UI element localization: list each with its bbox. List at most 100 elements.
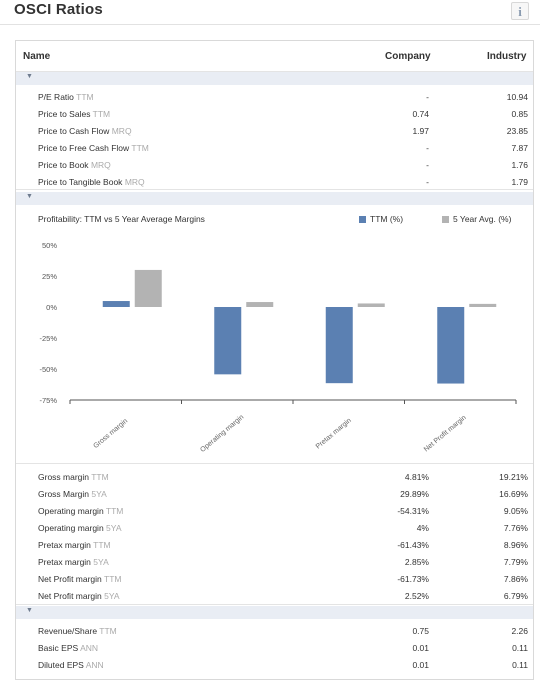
table-header: Name Company Industry <box>16 41 533 72</box>
row-name: Price to Book <box>38 160 89 170</box>
row-label: Price to Book MRQ <box>38 160 111 170</box>
title-divider <box>0 24 540 25</box>
industry-value: 1.79 <box>511 177 528 187</box>
y-tick-label: -50% <box>39 365 57 374</box>
row-name: Diluted EPS <box>38 660 84 670</box>
bar-5ya <box>246 302 274 307</box>
page-title: OSCI Ratios <box>14 1 103 18</box>
industry-value: 7.79% <box>503 557 528 567</box>
row-label: Price to Cash Flow MRQ <box>38 126 132 136</box>
industry-value: 7.86% <box>503 574 528 584</box>
section-toggle-per-share[interactable]: ▼ <box>16 606 533 619</box>
info-icon[interactable]: i <box>511 2 529 20</box>
row-label: Operating margin 5YA <box>38 523 121 533</box>
table-row: Price to Cash Flow MRQ 1.97 23.85 <box>38 123 528 140</box>
company-value: -61.73% <box>397 574 429 584</box>
industry-value: 16.69% <box>499 489 528 499</box>
x-tick-label: Net Profit margin <box>423 414 468 453</box>
table-row: P/E Ratio TTM - 10.94 <box>38 89 528 106</box>
row-qualifier: TTM <box>76 92 94 102</box>
industry-value: 19.21% <box>499 472 528 482</box>
company-value: - <box>426 177 429 187</box>
section-divider <box>16 604 533 605</box>
industry-value: 0.11 <box>512 660 528 670</box>
legend-label-ttm: TTM (%) <box>370 214 404 224</box>
row-name: Net Profit margin <box>38 591 102 601</box>
row-name: Operating margin <box>38 523 104 533</box>
row-name: P/E Ratio <box>38 92 74 102</box>
row-qualifier: TTM <box>99 626 117 636</box>
row-qualifier: MRQ <box>111 126 132 136</box>
industry-value: 23.85 <box>506 126 528 136</box>
section-divider <box>16 463 533 464</box>
row-label: P/E Ratio TTM <box>38 92 94 102</box>
column-header-name: Name <box>23 51 51 62</box>
table-row: Price to Tangible Book MRQ - 1.79 <box>38 174 528 191</box>
legend-5ya: 5 Year Avg. (%) <box>442 214 511 224</box>
row-qualifier: 5YA <box>106 523 122 533</box>
row-qualifier: 5YA <box>93 557 109 567</box>
section-divider <box>16 189 533 190</box>
industry-value: 0.85 <box>511 109 528 119</box>
row-name: Pretax margin <box>38 557 91 567</box>
legend-ttm: TTM (%) <box>359 214 403 224</box>
industry-value: 10.94 <box>506 92 528 102</box>
bar-5ya <box>357 303 385 307</box>
company-value: -54.31% <box>397 506 429 516</box>
table-row: Gross margin TTM 4.81% 19.21% <box>38 469 528 486</box>
bar-5ya <box>134 269 162 307</box>
row-qualifier: 5YA <box>104 591 120 601</box>
profitability-chart: 50% 25% 0% -25% -50% -75% Gross margin Operatin… <box>39 241 517 454</box>
row-name: Price to Tangible Book <box>38 177 123 187</box>
row-qualifier: TTM <box>92 109 111 119</box>
company-value: -61.43% <box>397 540 429 550</box>
industry-value: 0.11 <box>512 643 528 653</box>
bar-ttm <box>437 307 465 384</box>
row-qualifier: ANN <box>85 660 104 670</box>
row-qualifier: TTM <box>105 506 124 516</box>
y-tick-label: 50% <box>42 241 57 250</box>
industry-value: 8.96% <box>503 540 528 550</box>
legend-swatch-ttm <box>359 216 366 223</box>
y-tick-label: 25% <box>42 272 57 281</box>
company-value: 1.97 <box>412 126 429 136</box>
row-qualifier: TTM <box>91 472 109 482</box>
chevron-down-icon: ▼ <box>26 73 33 80</box>
row-label: Price to Free Cash Flow TTM <box>38 143 149 153</box>
x-tick-label: Pretax margin <box>315 417 353 450</box>
industry-value: 7.76% <box>503 523 528 533</box>
row-label: Revenue/Share TTM <box>38 626 117 636</box>
industry-value: 6.79% <box>503 591 528 601</box>
row-label: Price to Sales TTM <box>38 109 110 119</box>
row-qualifier: MRQ <box>124 177 145 187</box>
legend-swatch-5ya <box>442 216 449 223</box>
row-name: Basic EPS <box>38 643 79 653</box>
row-label: Pretax margin TTM <box>38 540 111 550</box>
section-toggle-valuation[interactable]: ▼ <box>16 72 533 85</box>
company-value: - <box>426 92 429 102</box>
row-label: Price to Tangible Book MRQ <box>38 177 145 187</box>
y-tick-label: 0% <box>46 303 57 312</box>
bar-ttm <box>102 301 130 307</box>
table-row: Operating margin 5YA 4% 7.76% <box>38 520 528 537</box>
row-qualifier: ANN <box>80 643 99 653</box>
row-qualifier: TTM <box>131 143 149 153</box>
column-header-industry: Industry <box>487 51 527 62</box>
row-label: Gross margin TTM <box>38 472 109 482</box>
industry-value: 1.76 <box>511 160 528 170</box>
company-value: 0.75 <box>412 626 429 636</box>
chevron-down-icon: ▼ <box>26 193 33 200</box>
section-toggle-profitability[interactable]: ▼ <box>16 192 533 205</box>
company-value: 2.52% <box>404 591 429 601</box>
company-value: - <box>426 160 429 170</box>
company-value: - <box>426 143 429 153</box>
table-row: Basic EPS ANN 0.01 0.11 <box>38 640 528 657</box>
row-qualifier: 5YA <box>91 489 107 499</box>
company-value: 4.81% <box>404 472 429 482</box>
table-row: Price to Free Cash Flow TTM - 7.87 <box>38 140 528 157</box>
row-label: Net Profit margin TTM <box>38 574 121 584</box>
column-header-company: Company <box>385 51 431 62</box>
row-qualifier: MRQ <box>90 160 111 170</box>
chevron-down-icon: ▼ <box>26 607 33 614</box>
table-row: Pretax margin 5YA 2.85% 7.79% <box>38 554 528 571</box>
